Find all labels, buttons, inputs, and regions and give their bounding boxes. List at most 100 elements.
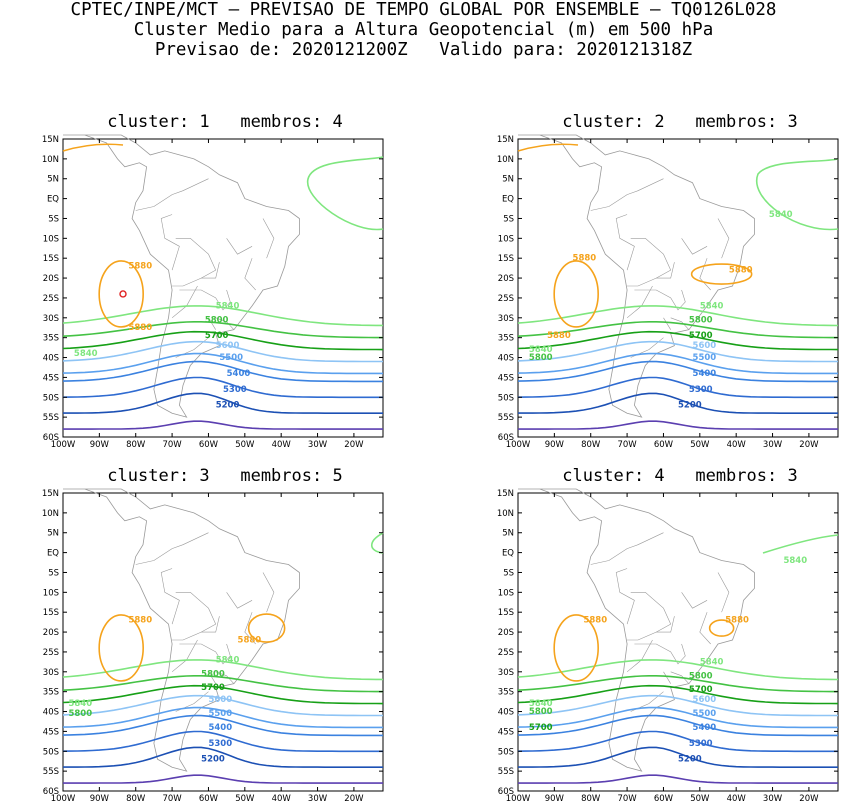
contour-label: 5200 [678,401,702,411]
lat-tick-label: 5N [502,529,514,539]
lat-tick-label: 10S [498,234,514,244]
country-border [172,592,217,641]
lon-tick-label: 80W [581,794,601,803]
country-border [160,568,180,625]
country-border [262,218,275,259]
contour-5880-brazil-high [708,619,735,637]
contour-5800 [62,675,383,693]
contour-label: 5600 [208,695,232,705]
contour-label: 5500 [219,353,243,363]
panel-4-title: cluster: 4 membros: 3 [562,466,798,486]
lat-tick-label: 5N [47,175,59,185]
contour-label: 5200 [216,401,240,411]
lon-tick-label: 60W [654,794,674,803]
contour-5400 [62,360,383,383]
lat-tick-label: 50S [43,393,59,403]
lon-tick-label: 70W [162,440,182,450]
country-border [135,178,209,211]
lon-tick-label: 40W [727,440,747,450]
header-line-2: Cluster Medio para a Altura Geopotencial… [133,20,714,40]
lon-tick-label: 50W [690,440,710,450]
contour-label: 5880 [573,254,597,264]
contour-5880-north [62,143,124,152]
contour-5800 [517,321,838,339]
contour-5880-pacific-high [553,260,599,328]
map-panel-2: 5880588058805840584058405800580057005600… [497,134,839,450]
contour-label: 5840 [783,556,807,566]
country-border [670,317,690,330]
map-panel-3: 5880588058405840580058005700560055005400… [42,488,384,803]
contour-5500 [517,706,838,729]
lat-tick-label: 30S [43,314,59,324]
lat-tick-label: 55S [498,767,514,777]
lon-tick-label: 20W [799,440,819,450]
contour-label: 5800 [529,353,553,363]
lat-tick-label: 50S [498,393,514,403]
lon-tick-label: 30W [308,440,328,450]
panel-2-title: cluster: 2 membros: 3 [562,112,798,132]
contour-5880-brazil-high [690,263,753,285]
lat-tick-label: 10N [42,155,59,165]
contour-label: 5500 [693,353,717,363]
lon-tick-label: 20W [344,794,364,803]
lon-tick-label: 20W [799,794,819,803]
lat-tick-label: 40S [43,708,59,718]
country-border [627,592,672,641]
lat-tick-label: 45S [43,373,59,383]
lat-tick-label: 50S [43,747,59,757]
contour-5500 [62,706,383,729]
lon-tick-label: 70W [617,440,637,450]
header-line-3: Previsao de: 2020121200Z Valido para: 20… [154,40,693,60]
country-border [226,238,253,255]
contour-label: 5700 [529,723,553,733]
lon-tick-label: 60W [654,440,674,450]
lat-tick-label: 15S [498,608,514,618]
lat-tick-label: 10N [497,155,514,165]
lat-tick-label: 15N [497,489,514,499]
country-border [681,238,708,255]
lon-tick-label: 80W [126,440,146,450]
contour-5600 [517,694,838,717]
country-border [208,317,216,330]
lat-tick-label: 10N [42,509,59,519]
contour-label: 5300 [689,739,713,749]
lon-tick-label: 70W [162,794,182,803]
contour-5500 [517,352,838,375]
lon-tick-label: 90W [545,794,565,803]
country-border [215,317,235,330]
lat-tick-label: 15S [43,608,59,618]
lat-tick-label: 30S [43,668,59,678]
lat-tick-label: 20S [498,628,514,638]
contour-5400 [62,714,383,737]
country-border [717,218,730,259]
contour-label: 5840 [700,657,724,667]
country-border [135,532,209,565]
contour-label: 5600 [693,695,717,705]
country-border [627,238,672,287]
contour-5880-pacific-high [553,614,599,682]
contour-label: 5300 [208,739,232,749]
contour-5300 [517,730,838,753]
lat-tick-label: 15N [497,135,514,145]
contour-5800 [62,321,383,339]
country-border [663,317,671,330]
country-border [634,643,686,665]
lat-tick-label: 10S [43,588,59,598]
contour-5700 [62,684,384,705]
contour-label: 5400 [693,723,717,733]
contour-5700 [517,684,839,705]
lat-tick-label: 60S [498,433,514,443]
lon-tick-label: 80W [581,440,601,450]
contour-label: 5880 [128,262,152,272]
lat-tick-label: EQ [47,549,59,559]
country-border [226,592,253,609]
lon-tick-label: 80W [126,794,146,803]
lon-tick-label: 100W [506,794,531,803]
lat-tick-label: 55S [43,767,59,777]
contour-5300 [62,730,383,753]
lat-tick-label: 45S [498,727,514,737]
lat-tick-label: 5S [503,568,514,578]
contour-label: 5800 [689,671,713,681]
contour-5840-atlantic [762,534,839,554]
